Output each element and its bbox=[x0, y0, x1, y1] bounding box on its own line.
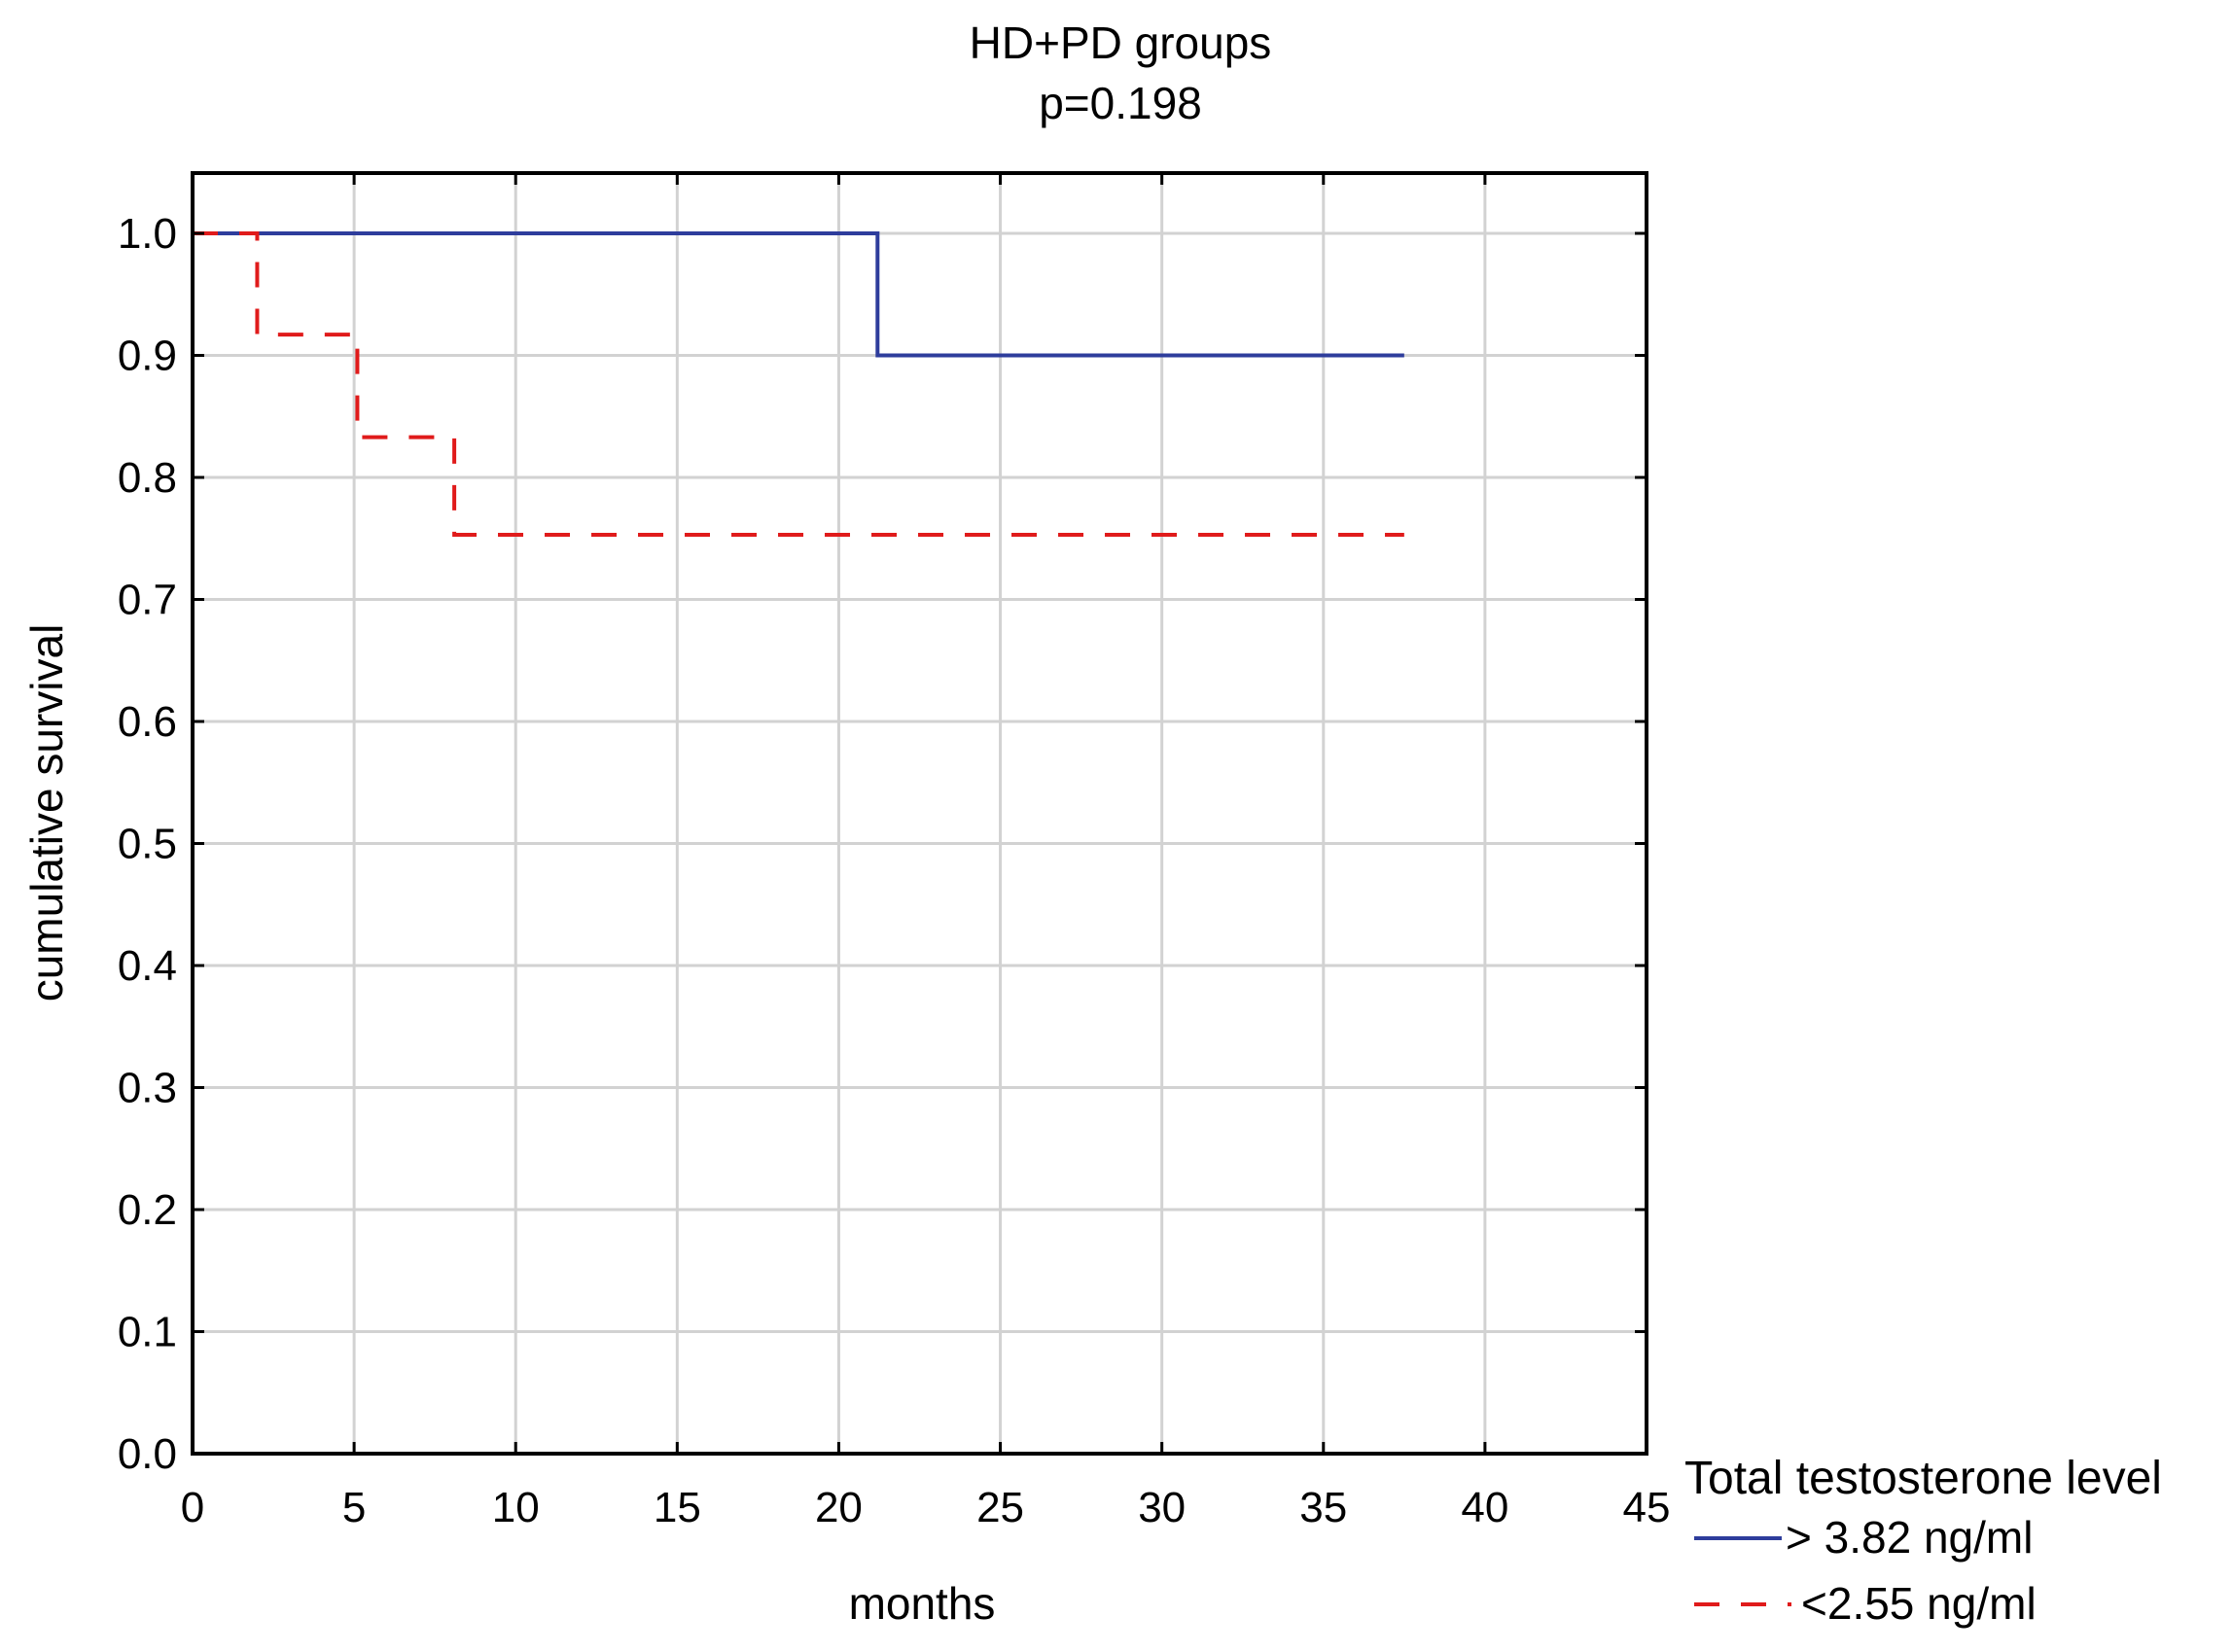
x-tick-label-25: 25 bbox=[976, 1484, 1024, 1531]
series-line-1 bbox=[193, 231, 1404, 358]
plot-frame bbox=[191, 171, 1648, 1456]
grid-lines bbox=[193, 173, 1647, 1454]
y-tick-label-0.3: 0.3 bbox=[118, 1065, 177, 1112]
y-tick-label-1.0: 1.0 bbox=[118, 210, 177, 258]
y-tick-label-0.1: 0.1 bbox=[118, 1309, 177, 1356]
chart-subtitle: p=0.198 bbox=[1039, 78, 1202, 128]
x-tick-label-30: 30 bbox=[1138, 1484, 1186, 1531]
legend-label-series-2: <2.55 ng/ml bbox=[1801, 1578, 2037, 1629]
y-tick-label-0.7: 0.7 bbox=[118, 577, 177, 624]
x-tick-labels: 0 5 10 15 20 25 30 35 40 45 bbox=[181, 1484, 1671, 1531]
y-tick-label-0.5: 0.5 bbox=[118, 821, 177, 868]
tick-marks bbox=[191, 173, 1648, 1456]
series-lines bbox=[193, 231, 1404, 537]
x-tick-label-20: 20 bbox=[815, 1484, 863, 1531]
y-tick-labels: 0.0 0.1 0.2 0.3 0.4 0.5 0.6 0.7 0.8 0.9 1.0 bbox=[118, 210, 177, 1478]
y-tick-label-0.8: 0.8 bbox=[118, 454, 177, 502]
x-tick-label-15: 15 bbox=[654, 1484, 701, 1531]
chart-title: HD+PD groups bbox=[970, 18, 1272, 68]
x-tick-label-0: 0 bbox=[181, 1484, 204, 1531]
y-axis-label: cumulative survival bbox=[21, 624, 72, 1002]
x-tick-label-35: 35 bbox=[1299, 1484, 1347, 1531]
x-tick-label-5: 5 bbox=[342, 1484, 366, 1531]
legend-title: Total testosterone level bbox=[1684, 1453, 2162, 1504]
x-axis-label: months bbox=[849, 1578, 996, 1629]
x-tick-label-40: 40 bbox=[1461, 1484, 1508, 1531]
y-tick-label-0.2: 0.2 bbox=[118, 1186, 177, 1234]
y-tick-label-0.9: 0.9 bbox=[118, 333, 177, 380]
y-tick-label-0.4: 0.4 bbox=[118, 942, 177, 990]
y-tick-label-0.6: 0.6 bbox=[118, 698, 177, 746]
x-tick-label-45: 45 bbox=[1623, 1484, 1671, 1531]
x-tick-label-10: 10 bbox=[492, 1484, 540, 1531]
series-line-2 bbox=[193, 231, 1404, 537]
y-tick-label-0.0: 0.0 bbox=[118, 1430, 177, 1478]
legend: Total testosterone level > 3.82 ng/ml <2… bbox=[1684, 1453, 2162, 1629]
legend-label-series-1: > 3.82 ng/ml bbox=[1786, 1512, 2033, 1563]
